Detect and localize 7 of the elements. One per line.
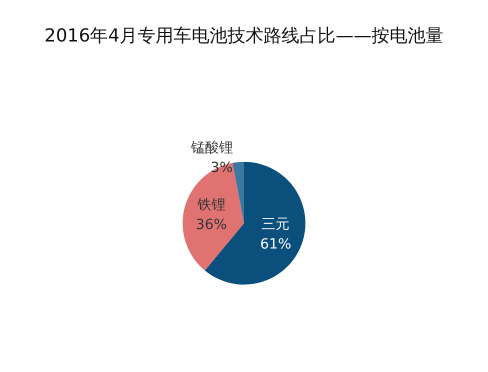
- slice-label: 锰酸锂: [190, 140, 233, 156]
- data-label: 3%: [210, 160, 233, 176]
- data-label: 61%: [260, 236, 292, 253]
- slice-label: 三元: [262, 216, 290, 233]
- data-label: 36%: [196, 216, 227, 233]
- slice-label: 铁锂: [196, 196, 226, 213]
- chart-title: 2016年4月专用车电池技术路线占比——按电池量: [44, 26, 444, 46]
